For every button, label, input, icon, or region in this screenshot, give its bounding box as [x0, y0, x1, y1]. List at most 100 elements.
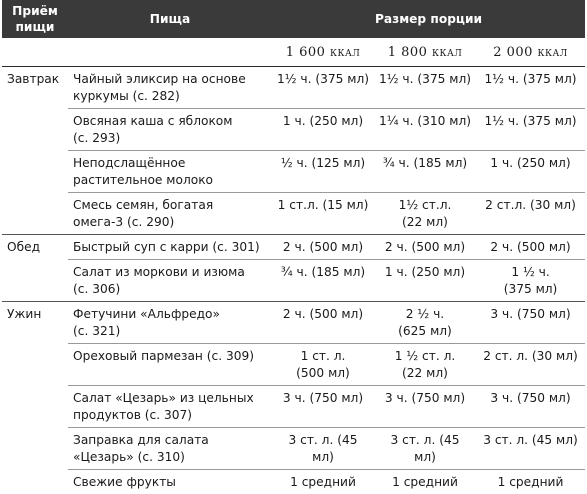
portion-line: (375 мл): [480, 281, 581, 298]
portion-line: 2 ч. (500 мл): [276, 306, 370, 323]
portion-column-header: Размер порции: [272, 0, 585, 38]
food-line: «Цезарь» (с. 310): [73, 449, 268, 466]
portion-cell-1800: 2 ½ ч.(625 мл): [374, 302, 476, 344]
food-line: (с. 306): [73, 281, 268, 298]
portion-cell-1800: 1¼ ч. (310 мл): [374, 109, 476, 151]
food-line: растительное молоко: [73, 172, 268, 189]
portion-cell-1600: ½ ч. (125 мл): [272, 151, 374, 193]
portion-cell-1800: 1 средний: [374, 470, 476, 494]
food-line: (с. 321): [73, 323, 268, 340]
kcal-1600-header: 1 600 ккал: [272, 38, 374, 67]
food-cell: Быстрый суп с карри (с. 301): [68, 235, 272, 260]
portion-cell-2000: 3 ст. л. (45 мл): [476, 428, 585, 470]
portion-line: 3 ст. л. (45 мл): [276, 432, 370, 466]
portion-line: 2 ½ ч.: [378, 306, 472, 323]
food-cell: Заправка для салата«Цезарь» (с. 310): [68, 428, 272, 470]
food-line: Заправка для салата: [73, 432, 268, 449]
portion-line: 3 ч. (750 мл): [378, 390, 472, 407]
food-line: Смесь семян, богатая: [73, 197, 268, 214]
header-blank: [2, 38, 68, 67]
portion-cell-1600: 3 ч. (750 мл): [272, 386, 374, 428]
food-line: Чайный эликсир на основе: [73, 71, 268, 88]
portion-cell-1800: 1 ч. (250 мл): [374, 260, 476, 302]
portion-line: ¾ ч. (185 мл): [276, 264, 370, 281]
portion-line: 1 средний: [378, 474, 472, 491]
portion-cell-1800: 1½ ч. (375 мл): [374, 67, 476, 109]
portion-line: 1 ч. (250 мл): [378, 264, 472, 281]
table-row: Салат из моркови и изюма(с. 306)¾ ч. (18…: [2, 260, 585, 302]
portion-cell-1600: 1 средний: [272, 470, 374, 494]
portion-line: 1 ч. (250 мл): [276, 113, 370, 130]
food-line: омега-3 (с. 290): [73, 214, 268, 231]
portion-cell-2000: 1½ ч. (375 мл): [476, 67, 585, 109]
portion-cell-1800: 1 ½ ст. л.(22 мл): [374, 344, 476, 386]
food-cell: Фетучини «Альфредо»(с. 321): [68, 302, 272, 344]
portion-cell-1600: 2 ч. (500 мл): [272, 302, 374, 344]
table-row: Овсяная каша с яблоком(с. 293)1 ч. (250 …: [2, 109, 585, 151]
food-line: Ореховый пармезан (с. 309): [73, 348, 268, 365]
portion-line: 1¼ ч. (310 мл): [378, 113, 472, 130]
table-header: Приём пищи Пища Размер порции 1 600 ккал…: [2, 0, 585, 67]
meal-header-line2: пищи: [16, 20, 55, 34]
portion-cell-1600: 1 ч. (250 мл): [272, 109, 374, 151]
food-line: Свежие фрукты: [73, 474, 268, 491]
portion-cell-1600: 3 ст. л. (45 мл): [272, 428, 374, 470]
food-line: (с. 293): [73, 130, 268, 147]
portion-line: 3 ч. (750 мл): [480, 390, 581, 407]
portion-cell-2000: 2 ст.л. (30 мл): [476, 193, 585, 235]
portion-cell-1800: 2 ч. (500 мл): [374, 235, 476, 260]
portion-line: 3 ч. (750 мл): [480, 306, 581, 323]
food-line: Салат «Цезарь» из цельных: [73, 390, 268, 407]
food-line: куркумы (с. 282): [73, 88, 268, 105]
portion-line: 1 ½ ст. л.: [378, 348, 472, 365]
header-blank: [68, 38, 272, 67]
portion-cell-1800: 3 ст. л. (45 мл): [374, 428, 476, 470]
portion-line: 3 ч. (750 мл): [276, 390, 370, 407]
food-line: Неподслащённое: [73, 155, 268, 172]
food-cell: Овсяная каша с яблоком(с. 293): [68, 109, 272, 151]
portion-line: 1½ ст.л.: [378, 197, 472, 214]
meal-header-line1: Приём: [12, 4, 58, 18]
food-cell: Ореховый пармезан (с. 309): [68, 344, 272, 386]
portion-line: 2 ч. (500 мл): [480, 239, 581, 256]
meal-column-header: Приём пищи: [2, 0, 68, 38]
portion-cell-1600: 1 ст.л. (15 мл): [272, 193, 374, 235]
kcal-2000-header: 2 000 ккал: [476, 38, 585, 67]
portion-cell-1600: 2 ч. (500 мл): [272, 235, 374, 260]
portion-line: 1½ ч. (375 мл): [480, 113, 581, 130]
portion-line: 1½ ч. (375 мл): [378, 71, 472, 88]
portion-line: 3 ст. л. (45 мл): [480, 432, 581, 449]
food-cell: Салат из моркови и изюма(с. 306): [68, 260, 272, 302]
portion-cell-2000: 1½ ч. (375 мл): [476, 109, 585, 151]
portion-cell-1600: 1 ст. л.(500 мл): [272, 344, 374, 386]
portion-cell-2000: 2 ч. (500 мл): [476, 235, 585, 260]
portion-line: 1 ч. (250 мл): [480, 155, 581, 172]
portion-line: 2 ст. л. (30 мл): [480, 348, 581, 365]
portion-cell-2000: 3 ч. (750 мл): [476, 386, 585, 428]
portion-cell-2000: 1 ½ ч.(375 мл): [476, 260, 585, 302]
food-line: Фетучини «Альфредо»: [73, 306, 268, 323]
portion-line: 2 ч. (500 мл): [276, 239, 370, 256]
portion-line: 1½ ч. (375 мл): [276, 71, 370, 88]
portion-cell-2000: 1 средний: [476, 470, 585, 494]
portion-line: 2 ст.л. (30 мл): [480, 197, 581, 214]
portion-cell-1800: 1½ ст.л.(22 мл): [374, 193, 476, 235]
meal-cell: Ужин: [2, 302, 68, 494]
meal-cell: Обед: [2, 235, 68, 302]
table-row: Заправка для салата«Цезарь» (с. 310)3 ст…: [2, 428, 585, 470]
portion-line: 1 ст. л.: [276, 348, 370, 365]
portion-line: (500 мл): [276, 365, 370, 382]
